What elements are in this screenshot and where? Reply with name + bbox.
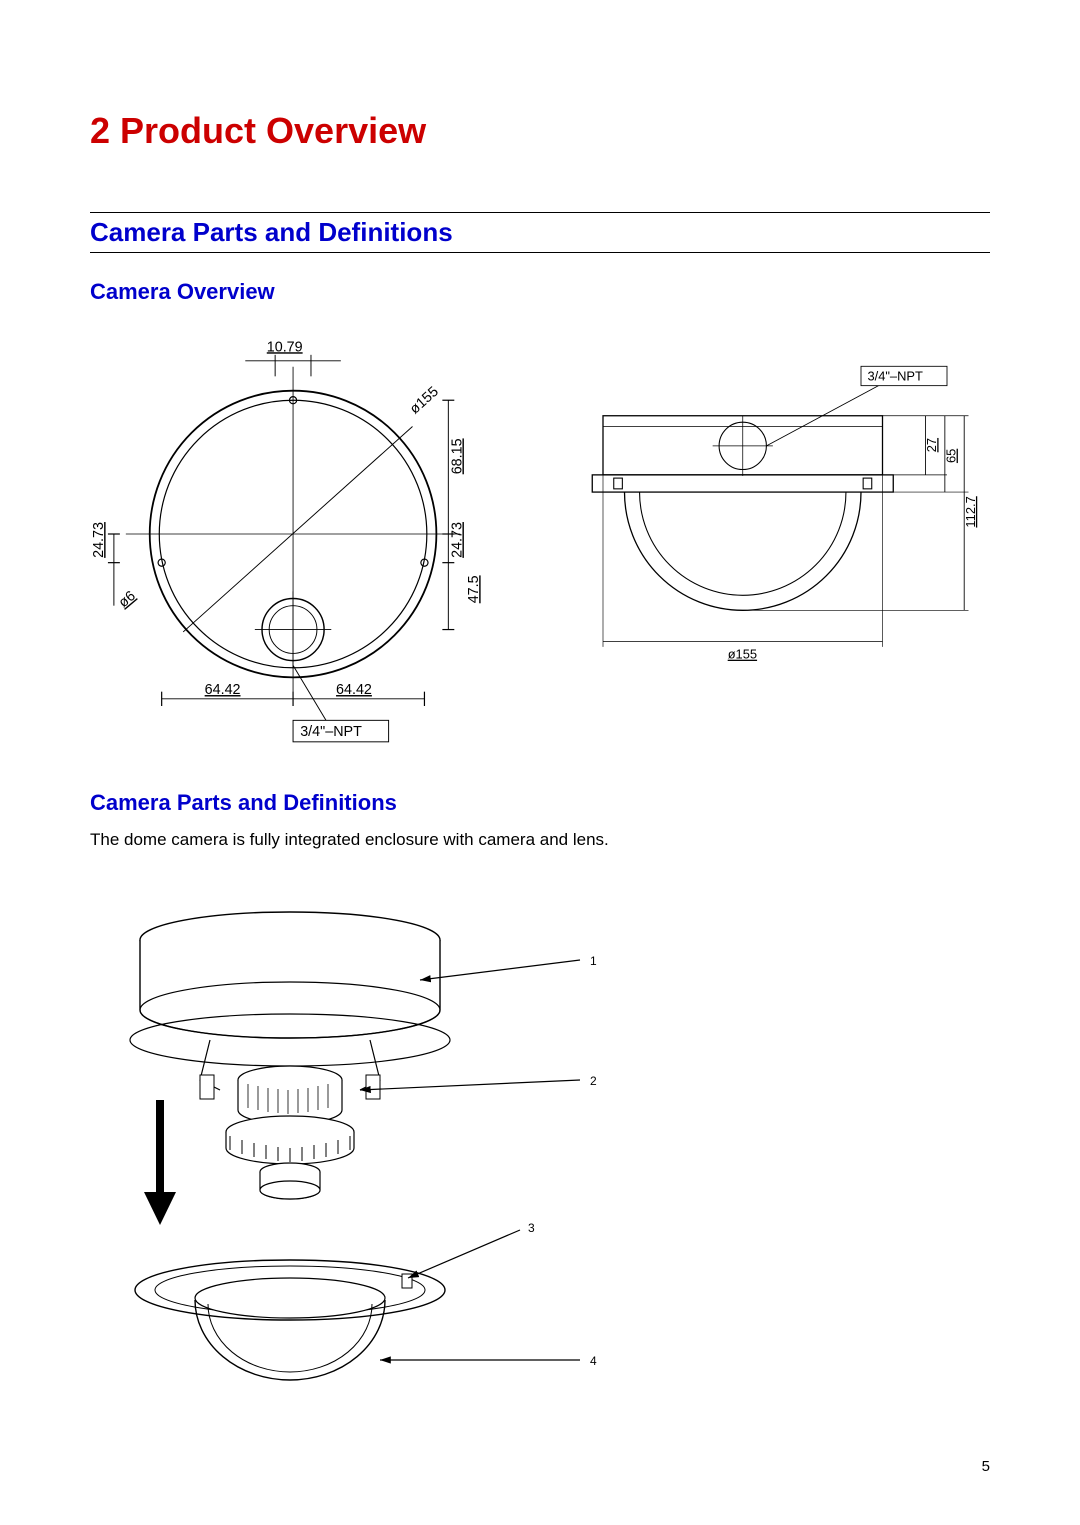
top-view-diagram: ø155 10.79 68.15 24.73 47.5 24.73 ø6 <box>90 319 520 754</box>
svg-text:4: 4 <box>590 1354 597 1368</box>
svg-text:65: 65 <box>944 449 959 463</box>
side-view-diagram: 3/4"–NPT 27 65 112.7 ø155 <box>560 319 990 754</box>
svg-text:10.79: 10.79 <box>267 339 303 355</box>
svg-text:1: 1 <box>590 954 597 968</box>
parts-description: The dome camera is fully integrated encl… <box>90 830 990 850</box>
svg-text:64.42: 64.42 <box>205 682 241 698</box>
section-heading: Camera Parts and Definitions <box>90 217 990 248</box>
svg-text:ø6: ø6 <box>116 588 139 611</box>
svg-text:68.15: 68.15 <box>449 438 465 474</box>
svg-text:ø155: ø155 <box>728 647 757 662</box>
svg-text:3: 3 <box>528 1221 535 1235</box>
overview-diagrams: ø155 10.79 68.15 24.73 47.5 24.73 ø6 <box>90 319 990 754</box>
exploded-view-diagram: 1 2 3 4 <box>90 880 650 1445</box>
svg-text:64.42: 64.42 <box>336 682 372 698</box>
svg-text:27: 27 <box>924 438 939 452</box>
svg-text:2: 2 <box>590 1074 597 1088</box>
svg-text:24.73: 24.73 <box>91 522 107 558</box>
svg-text:24.73: 24.73 <box>449 522 465 558</box>
subsection-parts-heading: Camera Parts and Definitions <box>90 790 990 816</box>
svg-text:ø155: ø155 <box>407 384 442 418</box>
svg-text:3/4"–NPT: 3/4"–NPT <box>867 368 923 383</box>
svg-text:3/4"–NPT: 3/4"–NPT <box>300 724 362 740</box>
svg-text:112.7: 112.7 <box>963 496 978 527</box>
page-number: 5 <box>982 1458 990 1475</box>
subsection-overview-heading: Camera Overview <box>90 279 990 305</box>
section-heading-rule: Camera Parts and Definitions <box>90 212 990 253</box>
svg-text:47.5: 47.5 <box>466 575 482 603</box>
chapter-title: 2 Product Overview <box>90 110 990 152</box>
